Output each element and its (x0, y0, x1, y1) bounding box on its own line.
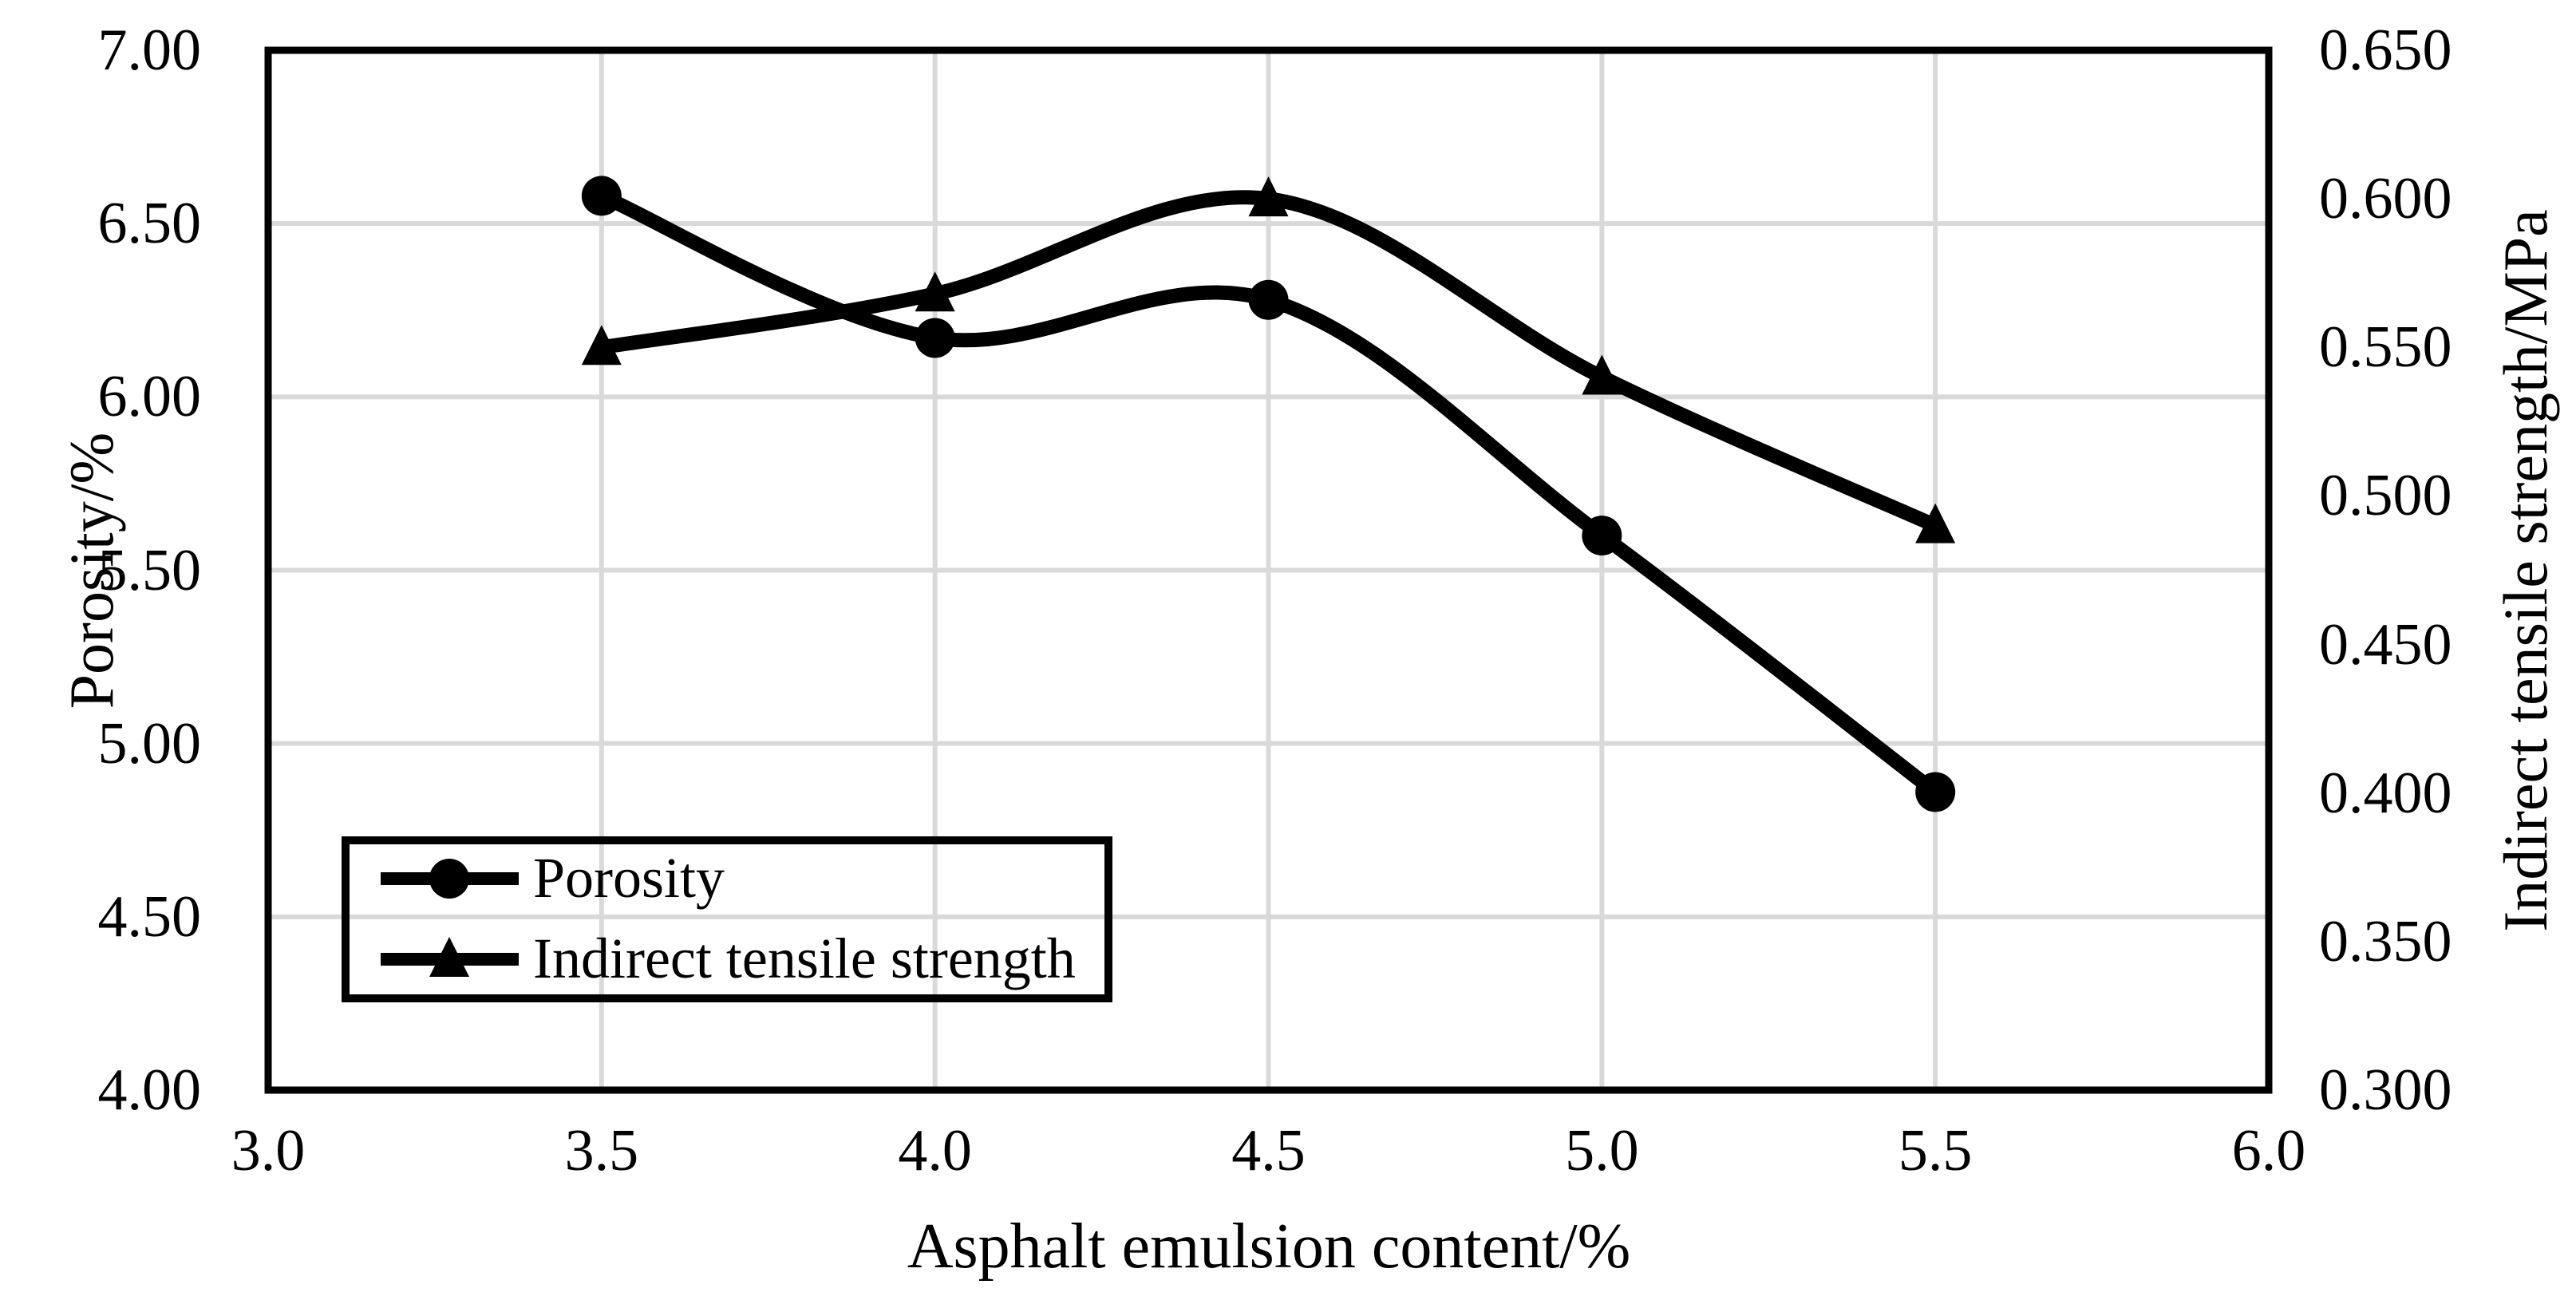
y-axis-left-tick-label: 7.00 (97, 18, 202, 83)
y-axis-right-tick-label: 0.450 (2319, 611, 2452, 678)
legend-triangle-marker (429, 937, 469, 977)
series-indirect-tensile-strength-triangle-marker (1915, 503, 1956, 543)
series-porosity-circle-marker (581, 176, 622, 216)
series-porosity-circle-marker (915, 318, 955, 358)
y-axis-left-tick-label: 4.50 (97, 883, 202, 950)
y-axis-left-tick-label: 5.00 (97, 710, 202, 776)
series-indirect-tensile-strength-triangle-marker (581, 325, 622, 366)
legend-label-porosity: Porosity (533, 846, 725, 910)
plot-border (264, 46, 2273, 1094)
x-axis-tick-label: 5.5 (1898, 1118, 1973, 1183)
y-axis-right-tick-label: 0.600 (2319, 166, 2452, 232)
x-axis-tick-label: 4.0 (898, 1118, 972, 1183)
y-axis-right-tick-label: 0.300 (2319, 1057, 2452, 1123)
y-axis-right-title: Indirect tensile strength/MPa (2491, 209, 2560, 932)
y-axis-right-tick-label: 0.350 (2319, 908, 2452, 974)
series-indirect-tensile-strength-triangle-marker (1248, 176, 1289, 217)
y-axis-left-tick-label: 4.00 (97, 1057, 202, 1123)
y-axis-right-tick-label: 0.550 (2319, 314, 2452, 381)
series-porosity-circle-marker (1915, 772, 1956, 812)
legend-circle-marker (429, 859, 469, 899)
x-axis-tick-label: 6.0 (2231, 1118, 2306, 1183)
legend-box (342, 836, 1112, 1002)
y-axis-left-tick-label: 6.50 (97, 191, 202, 257)
y-axis-left-tick-label: 6.00 (97, 364, 202, 430)
series-indirect-tensile-strength-triangle-marker (1582, 354, 1622, 395)
x-axis-title: Asphalt emulsion content/% (907, 1211, 1631, 1282)
y-axis-right-tick-label: 0.400 (2319, 760, 2452, 826)
y-axis-left-title: Porosity/% (57, 432, 126, 709)
series-porosity-circle-marker (1248, 279, 1289, 320)
series-porosity-circle-marker (1582, 516, 1622, 556)
x-axis-tick-label: 3.0 (231, 1118, 306, 1183)
legend-label-indirect-tensile-strength: Indirect tensile strength (533, 927, 1076, 990)
x-axis-tick-label: 4.5 (1231, 1118, 1306, 1183)
x-axis-tick-label: 3.5 (564, 1118, 639, 1183)
y-axis-left-tick-label: 5.50 (97, 537, 202, 603)
series-indirect-tensile-strength-triangle-marker (915, 271, 955, 312)
x-axis-tick-label: 5.0 (1565, 1118, 1639, 1183)
y-axis-right-tick-label: 0.650 (2319, 18, 2452, 83)
y-axis-right-tick-label: 0.500 (2319, 463, 2452, 529)
